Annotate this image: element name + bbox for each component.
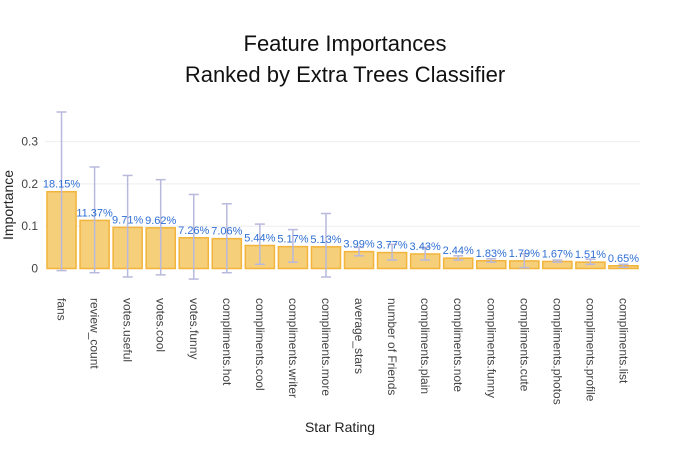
- x-tick-label: compliments.cute: [517, 298, 531, 392]
- error-bar: [221, 203, 232, 274]
- error-bar: [89, 166, 100, 274]
- value-label: 3.77%: [376, 240, 407, 252]
- value-label: 1.79%: [509, 248, 540, 260]
- x-tick-label: compliments.hot: [220, 298, 234, 386]
- y-axis-ticks: 0 0.1 0.2 0.3: [21, 135, 38, 276]
- x-tick-label: compliments.more: [319, 298, 333, 396]
- y-axis-title: Importance: [0, 170, 16, 240]
- x-tick-label: votes.cool: [154, 298, 168, 352]
- value-label: 9.62%: [145, 215, 176, 227]
- error-bar: [486, 258, 497, 263]
- chart-title-line-2: Ranked by Extra Trees Classifier: [185, 62, 505, 87]
- y-tick-label: 0.2: [21, 177, 38, 191]
- value-label: 18.15%: [43, 179, 81, 191]
- y-tick-label: 0.3: [21, 135, 38, 149]
- error-bar: [155, 178, 166, 276]
- y-tick-label: 0.1: [21, 219, 38, 233]
- x-tick-label: fans: [55, 298, 69, 321]
- value-label: 11.37%: [76, 207, 113, 219]
- error-bar: [287, 228, 298, 263]
- x-tick-label: review_count: [88, 298, 102, 369]
- value-label: 2.44%: [443, 245, 474, 257]
- value-label: 0.65%: [608, 253, 639, 265]
- error-bar: [320, 212, 331, 278]
- x-tick-label: compliments.plain: [418, 298, 432, 394]
- error-bar: [254, 223, 265, 266]
- value-label: 5.17%: [277, 234, 308, 246]
- error-bar: [122, 174, 133, 278]
- error-bar: [618, 263, 629, 268]
- error-bar: [552, 259, 563, 263]
- x-tick-label: compliments.cool: [253, 298, 267, 391]
- x-tick-label: compliments.funny: [484, 298, 498, 398]
- error-bar: [420, 246, 431, 261]
- x-tick-label: votes.funny: [187, 298, 201, 359]
- value-label: 3.43%: [410, 241, 441, 253]
- value-label: 1.83%: [476, 248, 507, 260]
- x-tick-label: compliments.writer: [286, 298, 300, 398]
- gridlines: [45, 141, 640, 227]
- chart-title-line-1: Feature Importances: [244, 31, 447, 56]
- y-tick-label: 0: [31, 262, 38, 276]
- x-tick-label: votes.useful: [121, 298, 135, 362]
- x-tick-label: compliments.photos: [550, 298, 564, 405]
- x-tick-label: number of Friends: [385, 298, 399, 395]
- value-label: 5.13%: [310, 234, 341, 246]
- x-axis-title: Star Rating: [305, 419, 375, 435]
- value-label: 5.44%: [244, 232, 275, 244]
- error-bar: [188, 193, 199, 280]
- value-label: 7.06%: [211, 226, 242, 238]
- error-bar: [354, 246, 365, 257]
- value-label: 9.71%: [112, 214, 143, 226]
- error-bar: [519, 252, 530, 269]
- value-label: 7.26%: [178, 225, 209, 237]
- x-tick-label: compliments.note: [451, 298, 465, 392]
- error-bar: [453, 255, 464, 261]
- value-labels: 18.15%11.37%9.71% 9.62%7.26% 7.06%5.44% 5.1…: [43, 179, 639, 265]
- error-bar: [56, 111, 67, 272]
- error-bars: [56, 111, 629, 280]
- x-tick-label: compliments.profile: [583, 298, 597, 402]
- x-tick-label: average_stars: [352, 298, 366, 374]
- value-label: 1.51%: [575, 249, 606, 261]
- value-label: 3.99%: [343, 239, 374, 251]
- x-tick-label: compliments.list: [616, 298, 630, 384]
- value-label: 1.67%: [542, 248, 573, 260]
- x-axis-ticks: fans review_count votes.useful votes.cool vo…: [55, 298, 631, 405]
- error-bar: [387, 243, 398, 261]
- error-bar: [585, 258, 596, 266]
